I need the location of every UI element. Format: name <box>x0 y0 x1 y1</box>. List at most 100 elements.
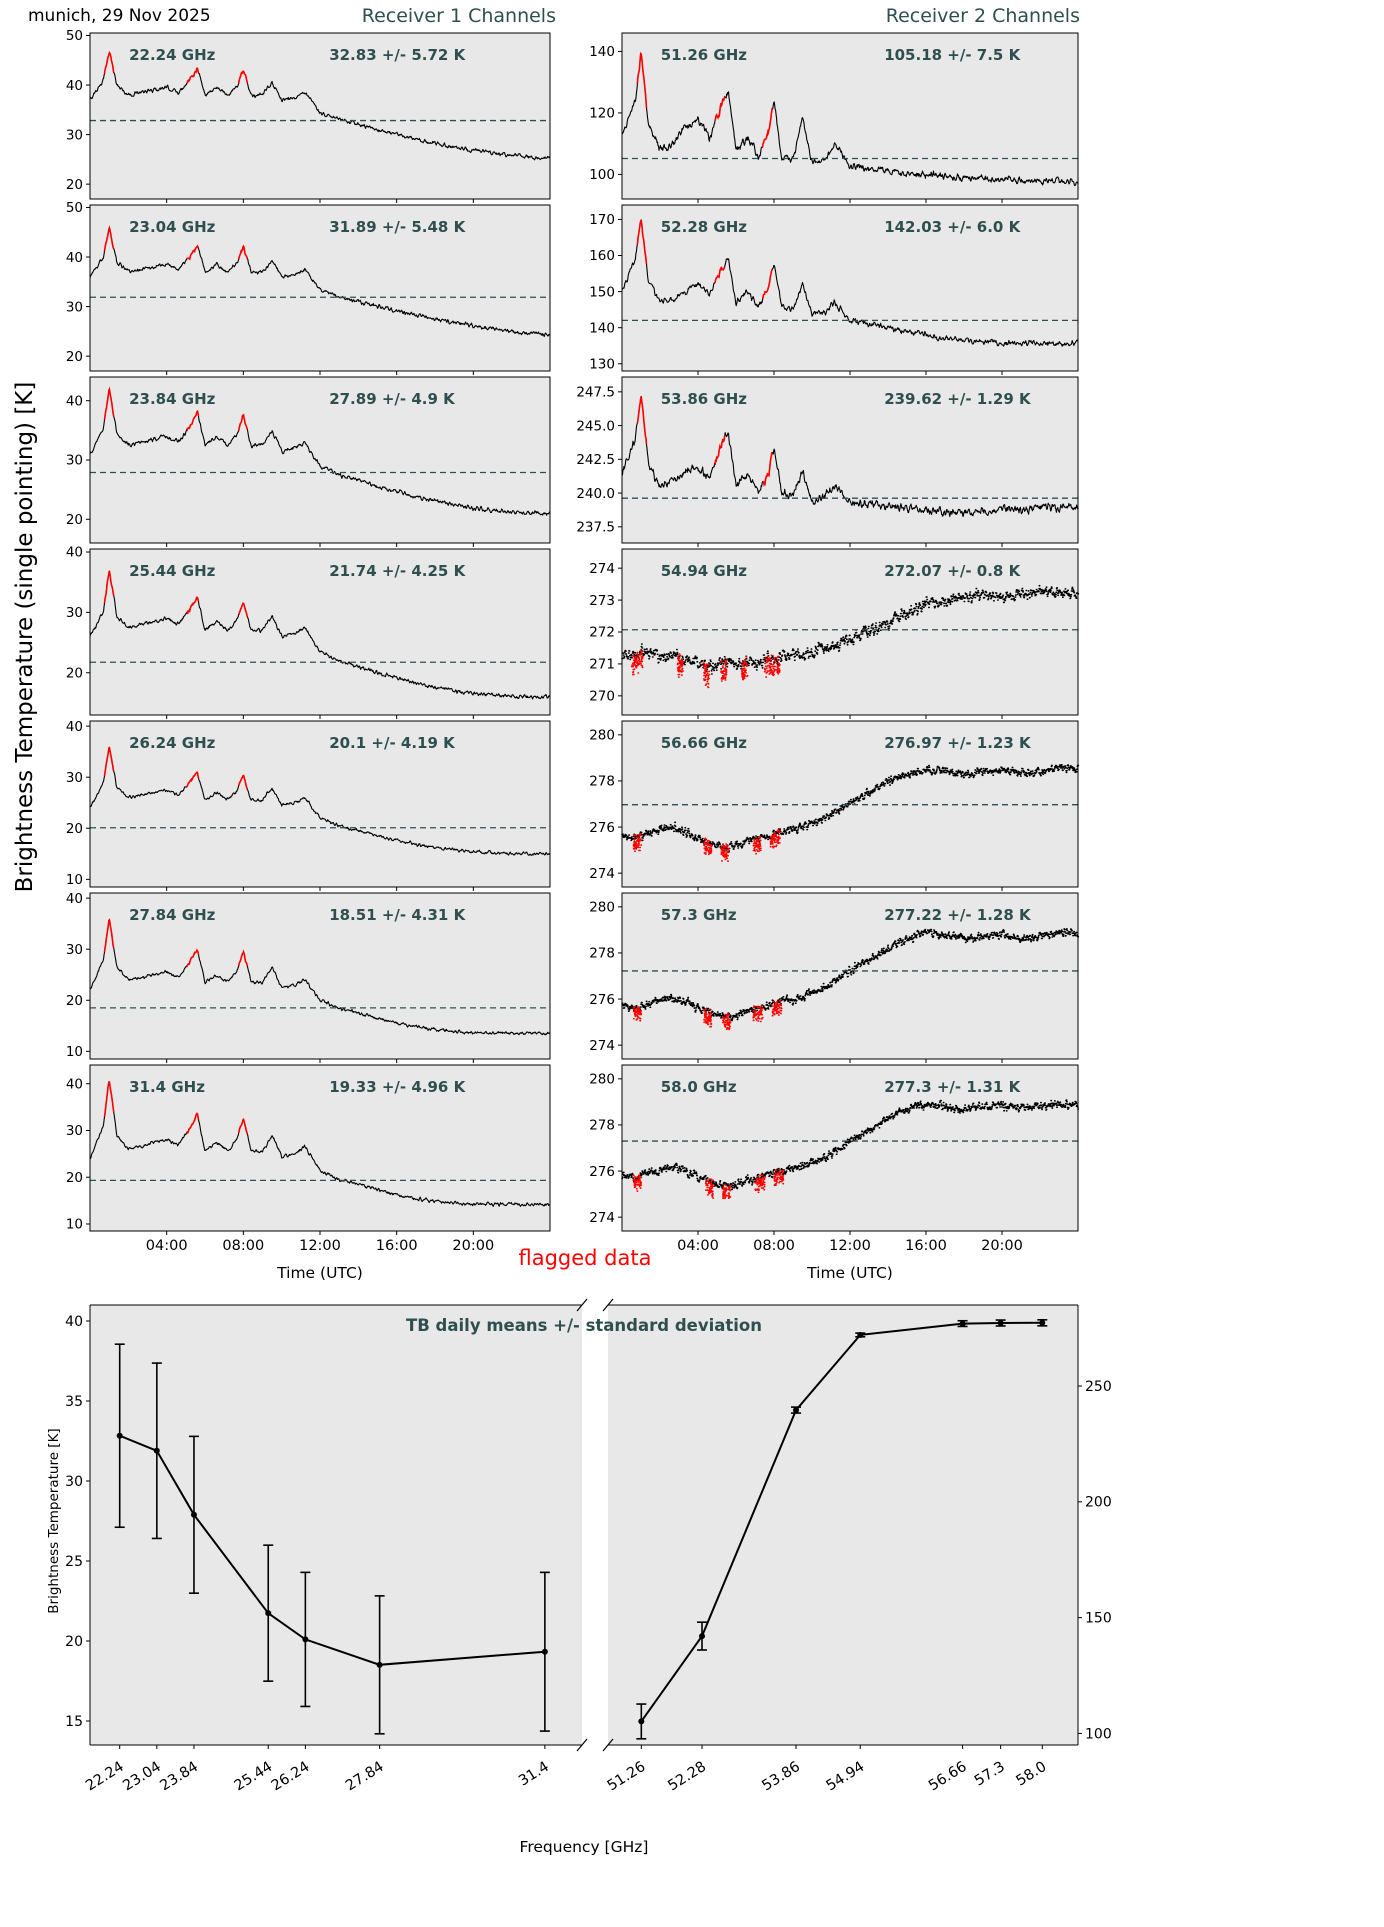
panel-22.24: 20 30 40 50 22.24 GHz 32.83 +/- 5.72 K <box>66 28 551 203</box>
flagged-segment <box>103 1080 115 1117</box>
flagged-segment <box>636 219 648 264</box>
flagged-segment <box>103 570 115 604</box>
svg-text:50: 50 <box>66 200 83 216</box>
flagged-segment <box>761 269 773 300</box>
svg-text:170: 170 <box>589 212 615 228</box>
flagged-scatter <box>754 1174 766 1194</box>
panel-stat-label: 21.74 +/- 4.25 K <box>329 562 466 580</box>
flagged-segment <box>103 50 115 74</box>
timeseries-line <box>621 53 1079 187</box>
svg-text:150: 150 <box>1085 1611 1112 1627</box>
panel-freq-label: 54.94 GHz <box>661 562 748 580</box>
mean-marker <box>376 1661 383 1668</box>
svg-text:40: 40 <box>66 78 83 94</box>
svg-text:130: 130 <box>589 357 615 373</box>
panel-freq-label: 52.28 GHz <box>661 218 748 236</box>
mean-marker <box>541 1648 548 1655</box>
svg-text:12:00: 12:00 <box>829 1238 871 1254</box>
flagged-segment <box>103 746 115 777</box>
svg-text:274: 274 <box>589 1038 615 1054</box>
flagged-segment <box>186 770 200 788</box>
svg-text:276: 276 <box>589 992 615 1008</box>
panel-freq-label: 57.3 GHz <box>661 906 737 924</box>
frequency-tick-label: 54.94 <box>824 1759 868 1795</box>
frequency-tick-label: 27.84 <box>343 1759 387 1795</box>
svg-text:280: 280 <box>589 1072 615 1088</box>
timeseries-line <box>89 747 551 856</box>
flagged-scatter <box>676 653 684 678</box>
flagged-scatter <box>741 656 749 681</box>
panel-freq-label: 23.84 GHz <box>129 390 216 408</box>
panel-freq-label: 53.86 GHz <box>661 390 748 408</box>
timeseries-line <box>89 227 551 338</box>
flagged-scatter <box>769 828 781 849</box>
svg-text:140: 140 <box>589 44 615 60</box>
flagged-scatter <box>630 649 644 676</box>
flagged-scatter <box>752 1005 764 1023</box>
svg-text:20:00: 20:00 <box>452 1238 494 1254</box>
svg-text:30: 30 <box>66 453 83 469</box>
svg-text:273: 273 <box>589 593 615 609</box>
panel-stat-label: 32.83 +/- 5.72 K <box>329 46 466 64</box>
svg-text:15: 15 <box>65 1714 83 1730</box>
svg-text:100: 100 <box>589 167 615 183</box>
panel-freq-label: 51.26 GHz <box>661 46 748 64</box>
flagged-segment <box>103 225 115 252</box>
frequency-tick-label: 57.3 <box>972 1759 1008 1790</box>
flagged-segment <box>186 948 200 968</box>
flagged-scatter <box>632 1174 643 1192</box>
axis-break-mark <box>602 1738 614 1752</box>
panel-57.3: 274 276 278 280 57.3 GHz 277.22 +/- 1.28 K <box>589 892 1080 1063</box>
flagged-segment <box>636 51 648 108</box>
svg-text:20: 20 <box>66 993 83 1009</box>
svg-text:25: 25 <box>65 1554 83 1570</box>
summary-title: TB daily means +/- standard deviation <box>405 1316 762 1335</box>
frequency-tick-label: 25.44 <box>232 1759 276 1795</box>
panel-freq-label: 25.44 GHz <box>129 562 216 580</box>
svg-text:120: 120 <box>589 106 615 122</box>
timeseries-line <box>89 388 551 516</box>
panel-stat-label: 277.3 +/- 1.31 K <box>884 1078 1021 1096</box>
svg-text:30: 30 <box>66 1123 83 1139</box>
svg-text:274: 274 <box>589 561 615 577</box>
summary-y-axis-label: Brightness Temperature [K] <box>46 1428 62 1614</box>
flagged-scatter <box>771 999 783 1017</box>
panel-freq-label: 58.0 GHz <box>661 1078 737 1096</box>
axis-break-mark <box>602 1298 614 1312</box>
flagged-scatter <box>752 835 762 855</box>
flagged-scatter <box>702 662 711 689</box>
svg-text:276: 276 <box>589 820 615 836</box>
summary-x-axis-label: Frequency [GHz] <box>519 1838 649 1856</box>
frequency-tick-label: 56.66 <box>926 1759 970 1795</box>
mean-marker <box>857 1331 864 1338</box>
svg-text:20:00: 20:00 <box>981 1238 1023 1254</box>
flagged-scatter <box>773 1169 785 1187</box>
svg-text:40: 40 <box>66 393 83 409</box>
flagged-data-label: flagged data <box>518 1246 652 1270</box>
panel-53.86: 237.5 240.0 242.5 245.0 247.5 53.86 GHz 239.62… <box>576 376 1079 547</box>
svg-text:278: 278 <box>589 946 615 962</box>
panel-27.84: 10 20 30 40 27.84 GHz 18.51 +/- 4.31 K <box>66 891 551 1063</box>
svg-text:247.5: 247.5 <box>576 385 615 401</box>
svg-text:50: 50 <box>66 28 83 44</box>
flagged-segment <box>186 1112 200 1135</box>
svg-text:30: 30 <box>66 605 83 621</box>
frequency-tick-label: 31.4 <box>516 1759 552 1790</box>
mean-marker <box>638 1718 645 1725</box>
svg-text:10: 10 <box>66 1217 83 1233</box>
panel-23.04: 20 30 40 50 23.04 GHz 31.89 +/- 5.48 K <box>66 200 551 375</box>
svg-text:20: 20 <box>66 1170 83 1186</box>
svg-text:30: 30 <box>65 1474 83 1490</box>
mean-marker <box>265 1610 272 1617</box>
flagged-scatter <box>704 1178 715 1199</box>
svg-text:08:00: 08:00 <box>222 1238 264 1254</box>
mean-marker <box>793 1407 799 1414</box>
svg-text:160: 160 <box>589 248 615 264</box>
svg-text:276: 276 <box>589 1164 615 1180</box>
svg-text:270: 270 <box>589 689 615 705</box>
svg-text:240.0: 240.0 <box>576 486 615 502</box>
timeseries-line <box>621 395 1079 517</box>
flagged-segment <box>761 108 773 148</box>
